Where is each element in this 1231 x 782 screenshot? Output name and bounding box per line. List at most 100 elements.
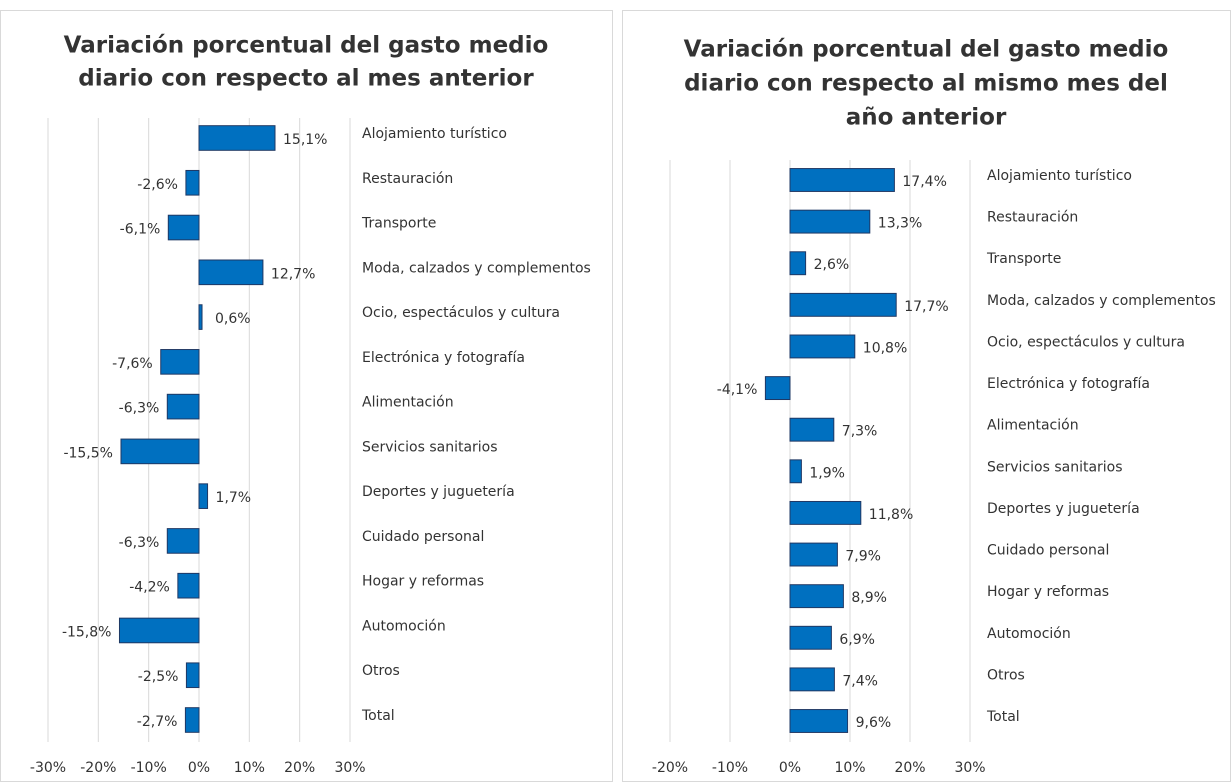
bar — [166, 393, 200, 420]
bar — [789, 709, 849, 733]
bar — [789, 459, 802, 484]
category-label: Otros — [987, 667, 1025, 683]
data-label: -7,6% — [112, 356, 153, 372]
x-tick-label: -30% — [30, 760, 66, 776]
bar — [198, 483, 209, 509]
bar — [198, 125, 276, 151]
bar — [184, 707, 200, 733]
data-label: 0,6% — [215, 311, 251, 327]
bar — [167, 214, 200, 241]
category-label: Electrónica y fotografía — [987, 376, 1150, 392]
bar — [118, 617, 200, 644]
category-label: Alojamiento turístico — [362, 126, 507, 142]
bar — [789, 168, 895, 192]
data-label: 6,9% — [839, 632, 875, 648]
bar — [185, 662, 200, 689]
category-label: Servicios sanitarios — [362, 439, 498, 455]
chart-title: diario con respecto al mismo mes del — [684, 71, 1168, 97]
x-tick-label: 20% — [284, 760, 315, 776]
category-label: Servicios sanitarios — [987, 459, 1123, 475]
bar — [789, 500, 862, 525]
data-label: 12,7% — [271, 266, 315, 282]
data-label: 1,9% — [809, 465, 845, 481]
category-label: Alimentación — [362, 395, 454, 411]
data-label: -15,5% — [63, 445, 113, 461]
data-label: 7,3% — [842, 424, 878, 440]
category-label: Deportes y juguetería — [987, 501, 1140, 517]
data-label: -6,3% — [119, 401, 160, 417]
bar — [764, 376, 791, 401]
data-label: 7,4% — [842, 673, 878, 689]
category-label: Alimentación — [987, 418, 1079, 434]
category-label: Hogar y reformas — [362, 574, 484, 590]
category-label: Automoción — [362, 618, 446, 634]
category-label: Ocio, espectáculos y cultura — [987, 334, 1185, 350]
data-label: 9,6% — [856, 715, 892, 731]
category-label: Deportes y juguetería — [362, 484, 515, 500]
x-tick-label: -20% — [80, 760, 116, 776]
data-label: 7,9% — [845, 549, 881, 565]
data-label: 13,3% — [878, 216, 922, 232]
x-tick-label: 20% — [894, 760, 925, 776]
chart-title: año anterior — [846, 105, 1007, 131]
x-tick-label: 0% — [779, 760, 801, 776]
category-label: Moda, calzados y complementos — [987, 293, 1216, 309]
bar — [789, 667, 835, 692]
bar — [789, 417, 835, 442]
data-label: -2,6% — [137, 177, 178, 193]
data-label: 17,7% — [904, 299, 948, 315]
bar — [789, 625, 832, 650]
category-label: Cuidado personal — [987, 543, 1109, 559]
category-label: Otros — [362, 663, 400, 679]
data-label: 8,9% — [851, 590, 887, 606]
bar — [120, 438, 200, 465]
x-tick-label: 30% — [334, 760, 365, 776]
category-label: Transporte — [361, 216, 436, 232]
bar — [160, 349, 200, 375]
data-label: 17,4% — [902, 174, 946, 190]
chart-title: Variación porcentual del gasto medio — [684, 37, 1169, 63]
bar — [198, 304, 203, 330]
bar — [789, 334, 856, 359]
category-label: Cuidado personal — [362, 529, 484, 545]
x-tick-label: -10% — [131, 760, 167, 776]
bar — [177, 572, 200, 599]
x-tick-label: -20% — [652, 760, 688, 776]
bar — [789, 542, 838, 567]
category-label: Transporte — [986, 251, 1061, 267]
category-label: Electrónica y fotografía — [362, 350, 525, 366]
category-label: Hogar y reformas — [987, 584, 1109, 600]
x-tick-label: 30% — [954, 760, 985, 776]
bar — [789, 251, 807, 276]
chart-title: diario con respecto al mes anterior — [78, 66, 534, 92]
x-tick-label: 10% — [834, 760, 865, 776]
data-label: -2,5% — [138, 669, 179, 685]
data-label: 1,7% — [216, 490, 252, 506]
data-label: -4,2% — [129, 580, 170, 596]
bar — [789, 209, 871, 234]
bar — [789, 584, 844, 609]
data-label: -6,3% — [119, 535, 160, 551]
bar — [166, 528, 200, 554]
category-label: Alojamiento turístico — [987, 168, 1132, 184]
x-tick-label: -10% — [712, 760, 748, 776]
category-label: Automoción — [987, 626, 1071, 642]
x-tick-label: 10% — [234, 760, 265, 776]
bar — [185, 169, 200, 196]
bar — [789, 292, 897, 317]
data-label: 10,8% — [863, 340, 907, 356]
category-label: Total — [361, 708, 395, 724]
panel-border — [0, 10, 613, 782]
data-label: 15,1% — [283, 132, 327, 148]
category-label: Restauración — [987, 210, 1078, 226]
data-label: -2,7% — [137, 714, 178, 730]
category-label: Moda, calzados y complementos — [362, 260, 591, 276]
data-label: -4,1% — [717, 382, 758, 398]
category-label: Ocio, espectáculos y cultura — [362, 305, 560, 321]
data-label: -6,1% — [120, 222, 161, 238]
chart-title: Variación porcentual del gasto medio — [64, 33, 549, 59]
data-label: -15,8% — [62, 624, 112, 640]
category-label: Total — [986, 709, 1020, 725]
bar — [198, 259, 264, 286]
